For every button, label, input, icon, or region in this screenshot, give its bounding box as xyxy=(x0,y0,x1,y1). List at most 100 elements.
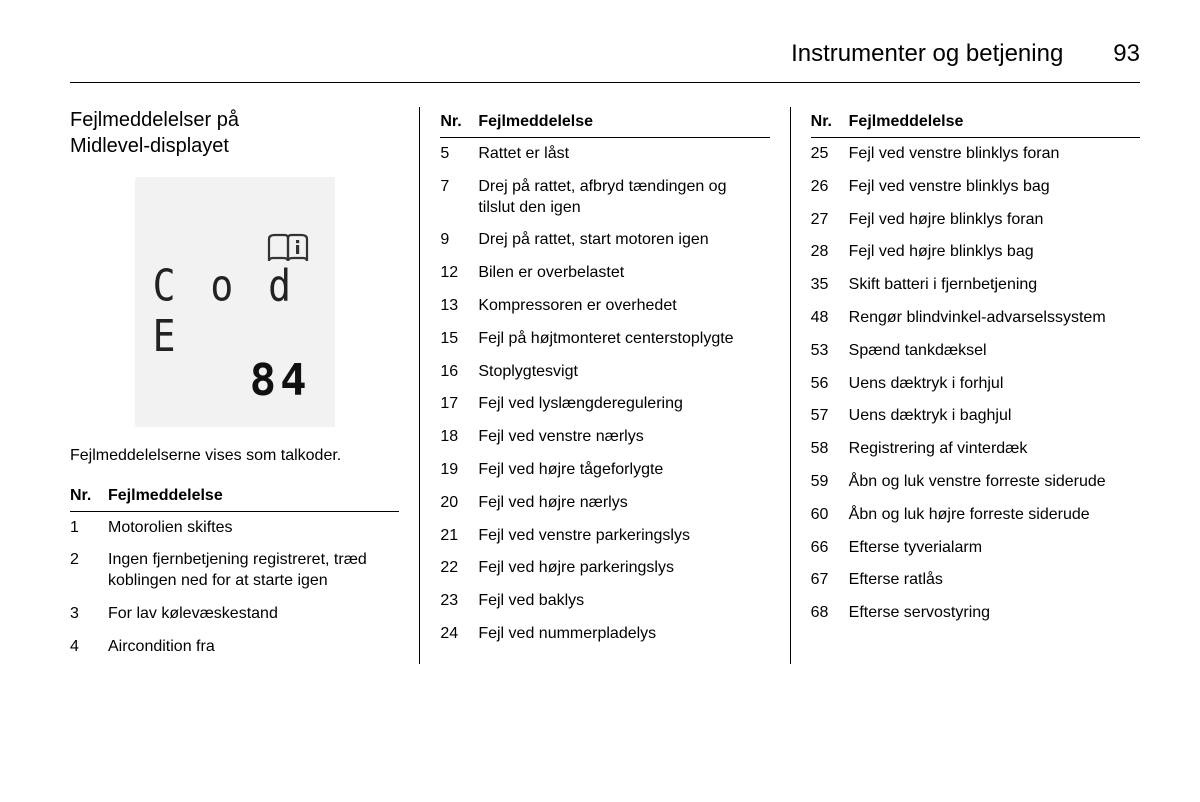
cell-nr: 2 xyxy=(70,544,108,598)
cell-msg: Fejl ved højre parkeringslys xyxy=(478,552,769,585)
table-row: 67Efterse ratlås xyxy=(811,564,1140,597)
cell-nr: 26 xyxy=(811,171,849,204)
cell-nr: 18 xyxy=(440,421,478,454)
cell-msg: Aircondition fra xyxy=(108,631,399,664)
content-columns: Fejlmeddelelser på Midlevel-displayet C … xyxy=(70,107,1140,664)
table-row: 22Fejl ved højre parkeringslys xyxy=(440,552,769,585)
page-number: 93 xyxy=(1113,40,1140,68)
th-nr: Nr. xyxy=(440,107,478,138)
cell-msg: Åbn og luk højre forreste siderude xyxy=(849,499,1140,532)
cell-msg: Registrering af vinterdæk xyxy=(849,433,1140,466)
chapter-title: Instrumenter og betjening xyxy=(791,40,1063,68)
cell-nr: 9 xyxy=(440,224,478,257)
cell-nr: 58 xyxy=(811,433,849,466)
cell-nr: 56 xyxy=(811,368,849,401)
table-row: 19Fejl ved højre tågeforlygte xyxy=(440,454,769,487)
table-row: 17Fejl ved lyslængderegulering xyxy=(440,388,769,421)
cell-nr: 3 xyxy=(70,598,108,631)
table-row: 57Uens dæktryk i baghjul xyxy=(811,400,1140,433)
cell-msg: Rattet er låst xyxy=(478,138,769,171)
table-row: 24Fejl ved nummerpladelys xyxy=(440,618,769,651)
cell-nr: 4 xyxy=(70,631,108,664)
heading-line1: Fejlmeddelelser på xyxy=(70,109,239,131)
table-row: 4Aircondition fra xyxy=(70,631,399,664)
cell-msg: Fejl ved højre blinklys foran xyxy=(849,204,1140,237)
table-row: 16Stoplygtesvigt xyxy=(440,356,769,389)
cell-msg: Uens dæktryk i forhjul xyxy=(849,368,1140,401)
table-row: 1Motorolien skiftes xyxy=(70,511,399,544)
cell-msg: Fejl ved højre nærlys xyxy=(478,487,769,520)
column-left: Fejlmeddelelser på Midlevel-displayet C … xyxy=(70,107,419,664)
cell-msg: Fejl ved højre tågeforlygte xyxy=(478,454,769,487)
table-row: 13Kompressoren er overhedet xyxy=(440,290,769,323)
display-code-text: C o d E xyxy=(153,260,311,361)
heading-line2: Midlevel-displayet xyxy=(70,135,229,157)
table-row: 15Fejl på højtmonteret centerstoplygte xyxy=(440,323,769,356)
cell-msg: Drej på rattet, start motoren igen xyxy=(478,224,769,257)
cell-msg: Kompressoren er overhedet xyxy=(478,290,769,323)
cell-nr: 28 xyxy=(811,236,849,269)
cell-nr: 24 xyxy=(440,618,478,651)
cell-msg: Efterse servostyring xyxy=(849,597,1140,630)
th-nr: Nr. xyxy=(70,481,108,512)
cell-msg: Fejl på højtmonteret centerstoplygte xyxy=(478,323,769,356)
tbody-col2: 5Rattet er låst7Drej på rattet, afbryd t… xyxy=(440,138,769,651)
table-row: 53Spænd tankdæksel xyxy=(811,335,1140,368)
cell-msg: Drej på rattet, afbryd tændingen og tils… xyxy=(478,171,769,225)
table-row: 18Fejl ved venstre nærlys xyxy=(440,421,769,454)
table-row: 25Fejl ved venstre blinklys foran xyxy=(811,138,1140,171)
table-row: 23Fejl ved baklys xyxy=(440,585,769,618)
cell-nr: 21 xyxy=(440,520,478,553)
codes-table-col1: Nr. Fejlmeddelelse 1Motorolien skiftes2I… xyxy=(70,481,399,664)
cell-msg: Fejl ved venstre blinklys bag xyxy=(849,171,1140,204)
cell-nr: 60 xyxy=(811,499,849,532)
tbody-col1: 1Motorolien skiftes2Ingen fjernbetjening… xyxy=(70,511,399,663)
table-row: 27Fejl ved højre blinklys foran xyxy=(811,204,1140,237)
section-heading: Fejlmeddelelser på Midlevel-displayet xyxy=(70,107,399,159)
table-row: 9Drej på rattet, start motoren igen xyxy=(440,224,769,257)
cell-nr: 57 xyxy=(811,400,849,433)
table-row: 26Fejl ved venstre blinklys bag xyxy=(811,171,1140,204)
cell-nr: 19 xyxy=(440,454,478,487)
column-right: Nr. Fejlmeddelelse 25Fejl ved venstre bl… xyxy=(791,107,1140,664)
cell-msg: Motorolien skiftes xyxy=(108,511,399,544)
th-msg: Fejlmeddelelse xyxy=(849,107,1140,138)
cell-msg: Ingen fjernbetjening registreret, træd k… xyxy=(108,544,399,598)
tbody-col3: 25Fejl ved venstre blinklys foran26Fejl … xyxy=(811,138,1140,630)
midlevel-display-illustration: C o d E 84 xyxy=(135,177,335,427)
table-row: 2Ingen fjernbetjening registreret, træd … xyxy=(70,544,399,598)
cell-msg: Skift batteri i fjernbetjening xyxy=(849,269,1140,302)
table-row: 3For lav kølevæskestand xyxy=(70,598,399,631)
cell-msg: Fejl ved lyslængderegulering xyxy=(478,388,769,421)
th-msg: Fejlmeddelelse xyxy=(108,481,399,512)
table-row: 7Drej på rattet, afbryd tændingen og til… xyxy=(440,171,769,225)
table-row: 12Bilen er overbelastet xyxy=(440,257,769,290)
cell-nr: 15 xyxy=(440,323,478,356)
codes-table-col2: Nr. Fejlmeddelelse 5Rattet er låst7Drej … xyxy=(440,107,769,651)
cell-nr: 1 xyxy=(70,511,108,544)
table-row: 58Registrering af vinterdæk xyxy=(811,433,1140,466)
cell-msg: Efterse ratlås xyxy=(849,564,1140,597)
cell-msg: Åbn og luk venstre forreste siderude xyxy=(849,466,1140,499)
table-row: 56Uens dæktryk i forhjul xyxy=(811,368,1140,401)
table-row: 48Rengør blindvinkel-advarselssystem xyxy=(811,302,1140,335)
table-row: 35Skift batteri i fjernbetjening xyxy=(811,269,1140,302)
cell-nr: 66 xyxy=(811,532,849,565)
cell-nr: 20 xyxy=(440,487,478,520)
cell-nr: 22 xyxy=(440,552,478,585)
cell-nr: 25 xyxy=(811,138,849,171)
cell-nr: 35 xyxy=(811,269,849,302)
cell-nr: 12 xyxy=(440,257,478,290)
cell-msg: Uens dæktryk i baghjul xyxy=(849,400,1140,433)
codes-table-col3: Nr. Fejlmeddelelse 25Fejl ved venstre bl… xyxy=(811,107,1140,630)
cell-nr: 53 xyxy=(811,335,849,368)
table-row: 59Åbn og luk venstre forreste siderude xyxy=(811,466,1140,499)
table-row: 21Fejl ved venstre parkeringslys xyxy=(440,520,769,553)
table-row: 66Efterse tyverialarm xyxy=(811,532,1140,565)
cell-nr: 48 xyxy=(811,302,849,335)
cell-msg: Fejl ved nummerpladelys xyxy=(478,618,769,651)
cell-msg: Fejl ved højre blinklys bag xyxy=(849,236,1140,269)
cell-msg: Stoplygtesvigt xyxy=(478,356,769,389)
cell-nr: 17 xyxy=(440,388,478,421)
cell-msg: Bilen er overbelastet xyxy=(478,257,769,290)
